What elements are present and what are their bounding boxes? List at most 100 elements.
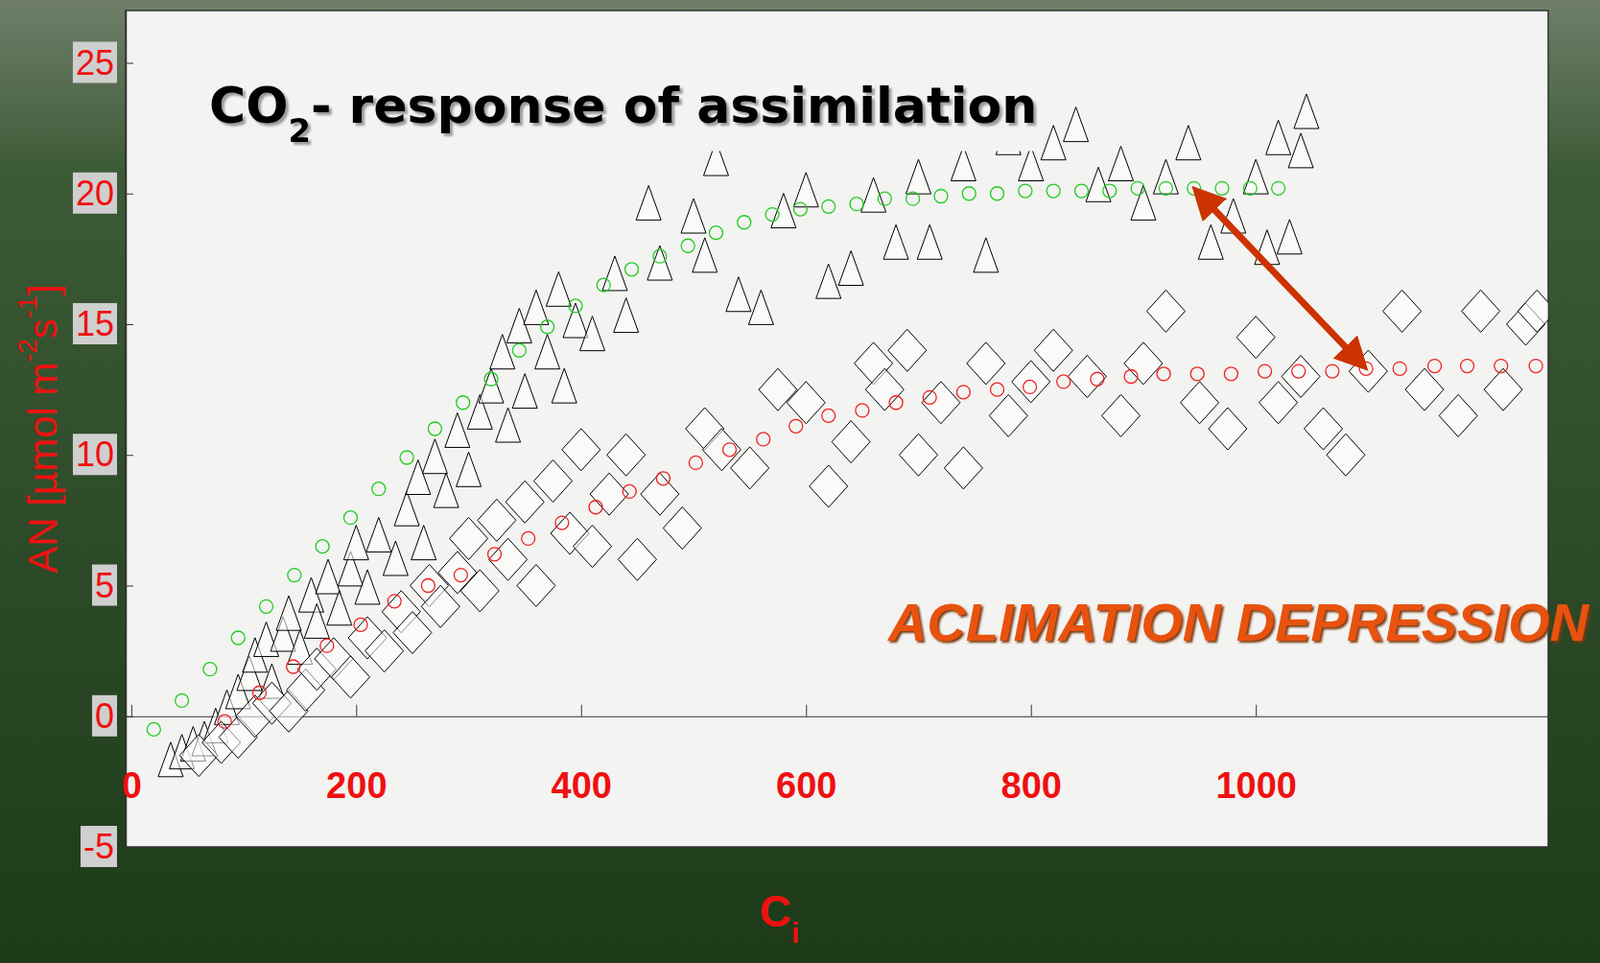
point (922, 390, 937, 404)
x-tick-mark (1255, 705, 1257, 717)
point (366, 517, 392, 552)
point (934, 188, 948, 203)
point (484, 372, 498, 386)
point (662, 507, 702, 550)
y-tick-label: -5 (83, 826, 115, 867)
point (622, 484, 636, 498)
point (786, 381, 825, 424)
point (1158, 181, 1173, 195)
point (353, 617, 368, 632)
point (1292, 364, 1306, 378)
point (1438, 394, 1478, 437)
x-tick: 400 (551, 705, 612, 806)
point (681, 238, 695, 253)
series-circle (217, 359, 1543, 730)
point (647, 245, 673, 281)
point (562, 428, 601, 471)
point (771, 193, 797, 229)
y-tick-mark (125, 586, 134, 588)
point (898, 433, 938, 476)
y-tick: 25 (72, 42, 134, 84)
point (877, 191, 892, 206)
point (535, 334, 561, 370)
point (708, 226, 723, 240)
point (1090, 372, 1105, 386)
point (1152, 159, 1178, 194)
point (831, 421, 871, 464)
point (523, 289, 549, 325)
marks (146, 94, 1549, 777)
point (1067, 355, 1106, 399)
point (988, 394, 1028, 437)
point (287, 568, 302, 583)
point (1461, 289, 1501, 332)
point (973, 237, 999, 273)
title-patch (203, 74, 1043, 152)
point (315, 559, 341, 594)
point (259, 599, 274, 613)
point (883, 224, 909, 259)
point (1288, 133, 1314, 168)
point (917, 224, 942, 259)
point (809, 465, 848, 508)
point (748, 289, 774, 325)
point (1198, 224, 1224, 259)
point (411, 525, 437, 561)
point (635, 185, 661, 220)
point (521, 531, 536, 545)
point (1266, 119, 1292, 155)
point (580, 316, 606, 352)
annotation: ACLIMATION DEPRESSION (886, 591, 1591, 653)
point (888, 329, 927, 372)
label-patch (72, 42, 118, 84)
point (517, 564, 556, 608)
x-tick-label: 400 (551, 765, 612, 806)
point (756, 432, 771, 447)
point (849, 197, 864, 212)
point (1040, 125, 1066, 161)
x-tick-label: 600 (776, 765, 837, 806)
y-tick: -5 (80, 825, 134, 868)
point (460, 569, 499, 612)
point (1034, 329, 1073, 372)
point (512, 374, 538, 409)
point (723, 443, 737, 457)
point (1276, 219, 1302, 255)
x-tick-label: 800 (1001, 765, 1062, 806)
point (253, 685, 267, 700)
point (387, 594, 401, 609)
point (1046, 184, 1060, 198)
point (1281, 355, 1320, 399)
point (327, 590, 353, 626)
label-patch (72, 172, 118, 214)
point (422, 439, 448, 474)
point (889, 396, 903, 410)
x-tick-mark (805, 705, 807, 717)
label-patch (92, 564, 118, 607)
point (1057, 375, 1071, 389)
point (681, 198, 706, 234)
x-tick-label: 0 (121, 765, 142, 806)
series-circle (146, 181, 1285, 736)
point (488, 547, 502, 562)
point (1156, 367, 1171, 381)
point (568, 299, 583, 313)
y-tick-mark (125, 324, 134, 326)
point (838, 251, 864, 286)
plot-frame (125, 10, 1549, 848)
y-axis-title: AN [µmol m-2s-1] (12, 283, 66, 573)
point (956, 385, 970, 400)
label-patch (72, 303, 118, 345)
point (1243, 181, 1257, 195)
point (1208, 407, 1248, 450)
y-axis: -50510152025 (72, 11, 134, 869)
point (625, 262, 639, 277)
series-triangle (158, 94, 1319, 777)
y-tick-mark (125, 847, 134, 848)
point (1011, 360, 1051, 403)
point (1063, 107, 1089, 142)
point (1325, 364, 1340, 378)
point (855, 403, 870, 418)
point (1483, 368, 1523, 411)
point (231, 631, 245, 645)
